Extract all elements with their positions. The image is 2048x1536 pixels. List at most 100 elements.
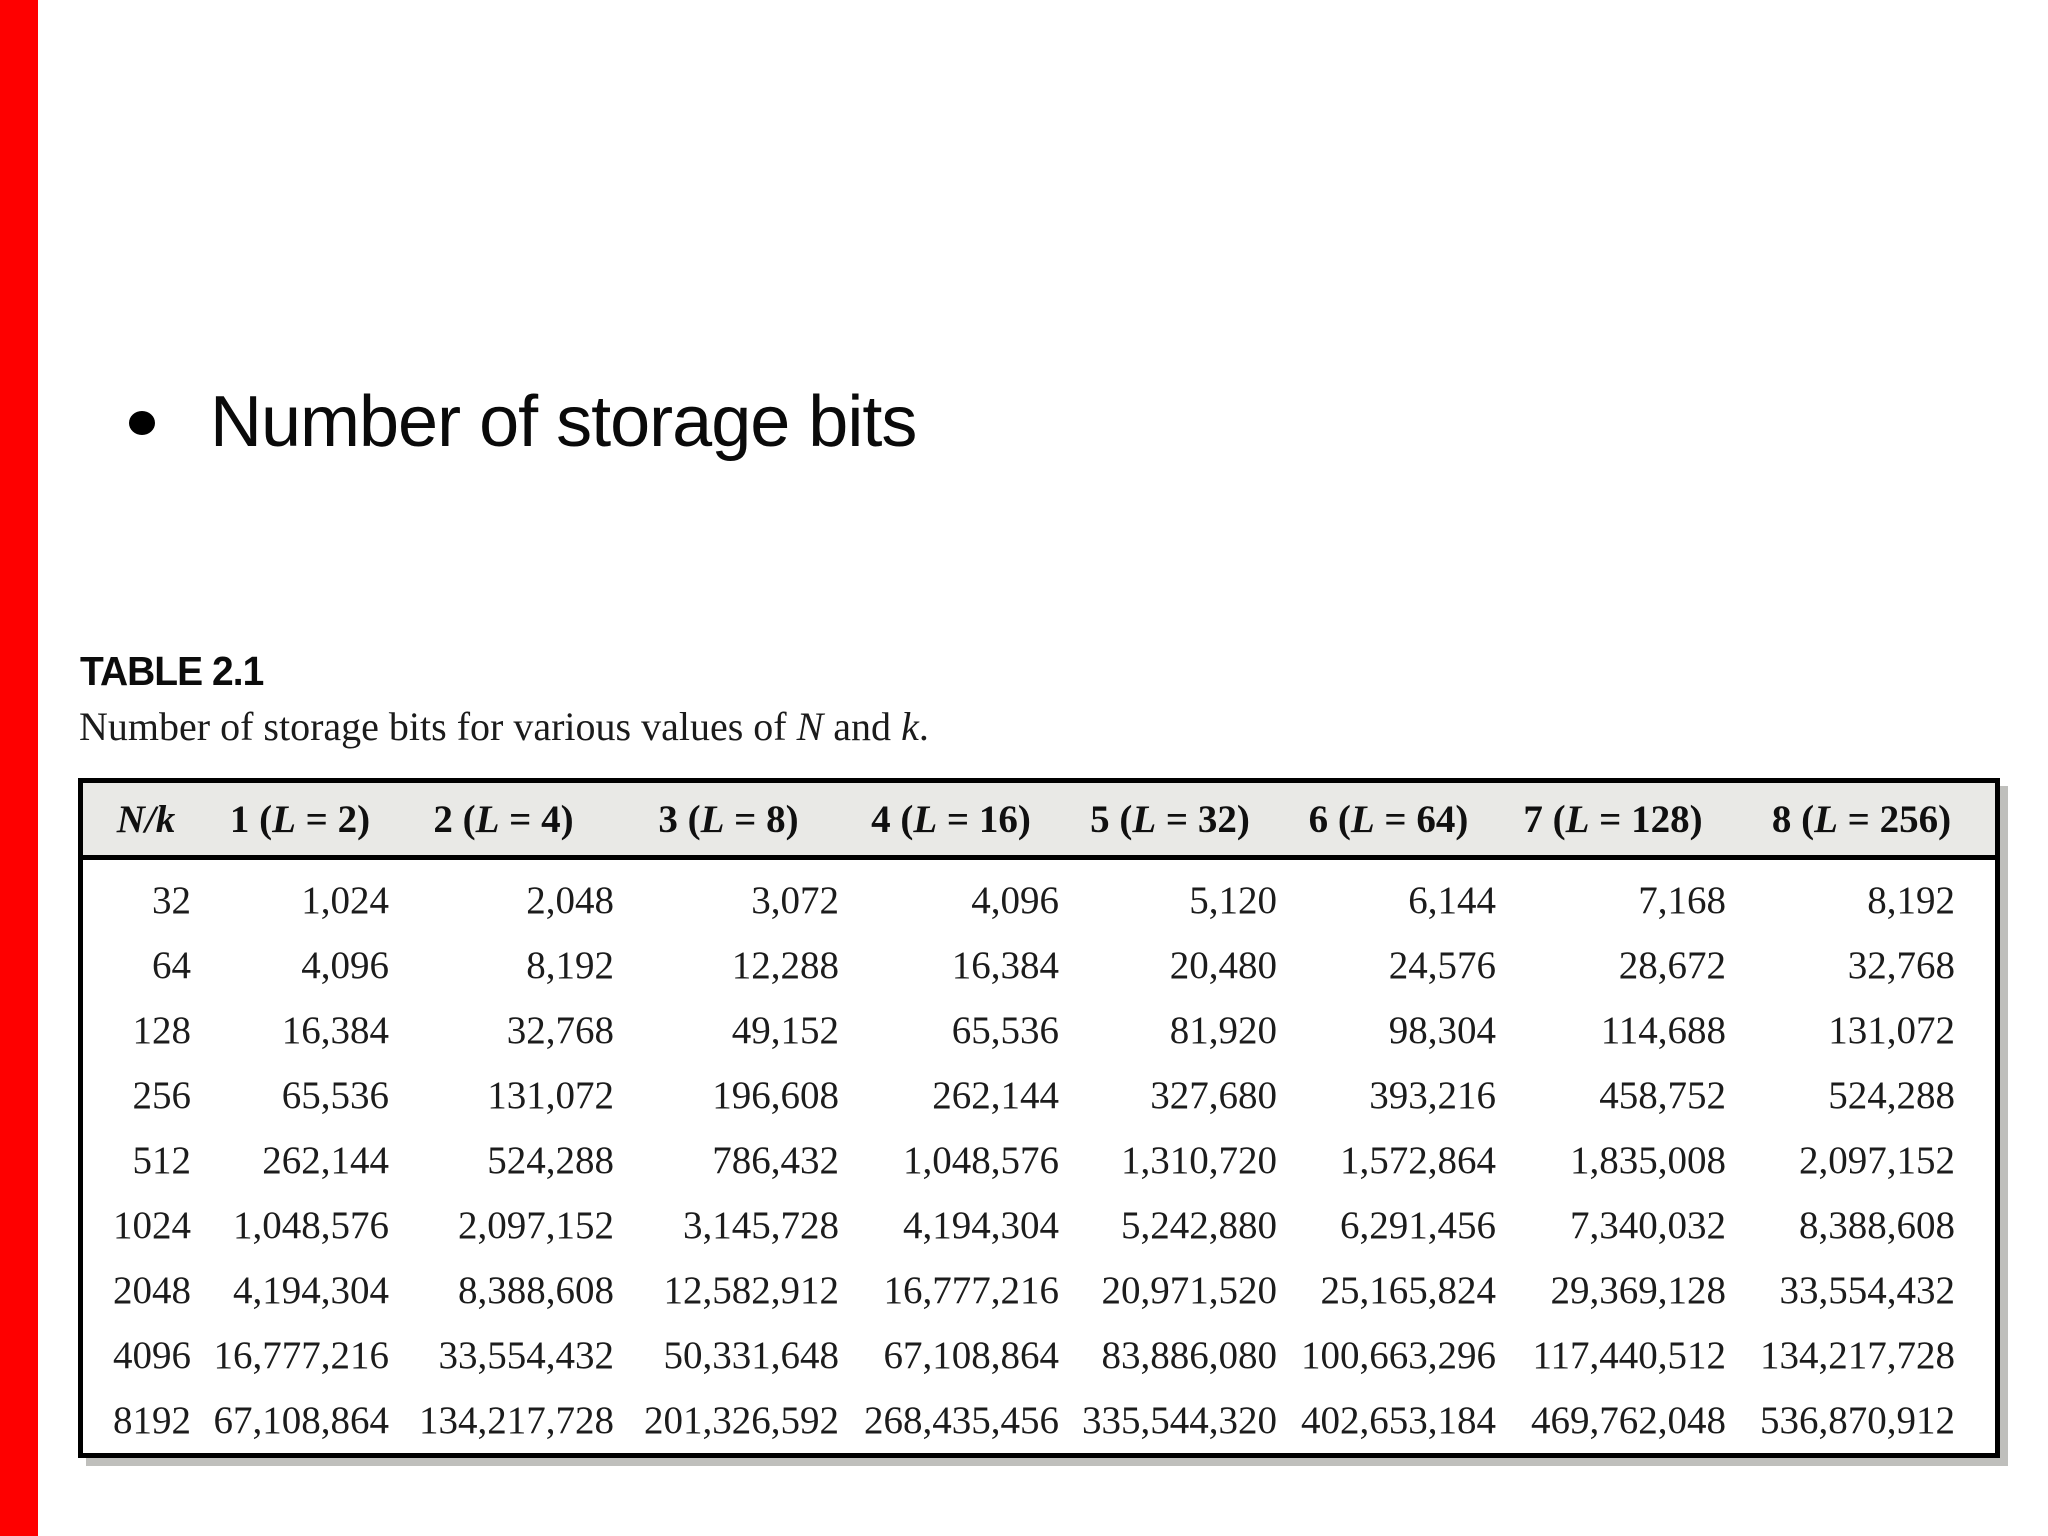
table-cell: 16,384 <box>281 1009 389 1052</box>
column-header: 5 (L = 32) <box>1061 783 1279 860</box>
table-cell: 83,886,080 <box>1101 1334 1278 1377</box>
table-cell: 268,435,456 <box>864 1399 1059 1442</box>
bullet-marker <box>129 411 155 435</box>
table-cell: 67,108,864 <box>213 1399 390 1442</box>
column-header: 7 (L = 128) <box>1498 783 1728 860</box>
table-cell: 469,762,048 <box>1531 1399 1726 1442</box>
row-header-n: 256 <box>132 1074 192 1117</box>
caption-text: Number of storage bits for various value… <box>79 704 797 749</box>
column-header: 1 (L = 2) <box>209 783 391 860</box>
table-cell: 8,388,608 <box>458 1269 614 1312</box>
table-cell: 50,331,648 <box>663 1334 840 1377</box>
storage-bits-table: N/k 1 (L = 2) 2 (L = 4) 3 (L = 8) 4 (L = 16… <box>78 778 2000 1458</box>
row-header-n: 1024 <box>113 1204 191 1247</box>
table-cell: 16,384 <box>951 944 1059 987</box>
table-cell: 131,072 <box>487 1074 614 1117</box>
table-cell: 65,536 <box>281 1074 389 1117</box>
table-cell: 25,165,824 <box>1320 1269 1497 1312</box>
row-header-n: 512 <box>132 1139 192 1182</box>
table-row: 128 16,384 32,768 49,152 65,536 81,920 98,304 1… <box>83 998 1995 1063</box>
table-cell: 117,440,512 <box>1532 1334 1726 1377</box>
table-row: 32 1,024 2,048 3,072 4,096 5,120 6,144 7,168 8,1… <box>83 858 1995 934</box>
table-cell: 67,108,864 <box>883 1334 1060 1377</box>
table-cell: 32,768 <box>1847 944 1955 987</box>
table-cell: 24,576 <box>1388 944 1496 987</box>
row-header-n: 2048 <box>113 1269 191 1312</box>
table-row: 64 4,096 8,192 12,288 16,384 20,480 24,576 28,6… <box>83 933 1995 998</box>
table-cell: 33,554,432 <box>1779 1269 1956 1312</box>
table-cell: 335,544,320 <box>1082 1399 1277 1442</box>
table-cell: 7,168 <box>1638 879 1726 922</box>
bullet-item: Number of storage bits <box>129 382 917 462</box>
table-cell: 2,048 <box>526 879 614 922</box>
table-row: 256 65,536 131,072 196,608 262,144 327,680 393… <box>83 1063 1995 1128</box>
table-cell: 536,870,912 <box>1760 1399 1955 1442</box>
table-cell: 65,536 <box>951 1009 1059 1052</box>
table-row: 512 262,144 524,288 786,432 1,048,576 1,310,7… <box>83 1128 1995 1193</box>
table-cell: 402,653,184 <box>1301 1399 1496 1442</box>
table-cell: 262,144 <box>262 1139 389 1182</box>
table-cell: 28,672 <box>1618 944 1726 987</box>
table-cell: 6,144 <box>1408 879 1496 922</box>
table-caption: Number of storage bits for various value… <box>79 703 929 750</box>
table-cell: 131,072 <box>1828 1009 1955 1052</box>
table-cell: 524,288 <box>1828 1074 1955 1117</box>
table-cell: 8,192 <box>526 944 614 987</box>
row-header-n: 4096 <box>113 1334 191 1377</box>
table-cell: 16,777,216 <box>213 1334 390 1377</box>
table-cell: 786,432 <box>712 1139 839 1182</box>
table-header-row: N/k 1 (L = 2) 2 (L = 4) 3 (L = 8) 4 (L = 16… <box>83 783 1995 860</box>
table-cell: 393,216 <box>1369 1074 1496 1117</box>
table-cell: 4,194,304 <box>903 1204 1059 1247</box>
table-cell: 8,388,608 <box>1799 1204 1955 1247</box>
table-cell: 4,096 <box>971 879 1059 922</box>
table-cell: 201,326,592 <box>644 1399 839 1442</box>
table-cell: 2,097,152 <box>458 1204 614 1247</box>
table-cell: 12,288 <box>731 944 839 987</box>
table-cell: 4,194,304 <box>233 1269 389 1312</box>
row-header-n: 64 <box>152 944 191 987</box>
caption-variable-n: N <box>796 704 824 749</box>
slide-accent-bar <box>0 0 38 1536</box>
table-cell: 196,608 <box>712 1074 839 1117</box>
row-header-n: 128 <box>132 1009 192 1052</box>
table-cell: 29,369,128 <box>1550 1269 1727 1312</box>
table-corner-header: N/k <box>83 783 209 860</box>
slide-title: Number of storage bits <box>210 382 917 462</box>
table-cell: 33,554,432 <box>438 1334 615 1377</box>
caption-text-mid: and <box>823 704 902 749</box>
table-cell: 16,777,216 <box>883 1269 1060 1312</box>
table-cell: 524,288 <box>487 1139 614 1182</box>
caption-variable-k: k <box>901 704 919 749</box>
table-cell: 4,096 <box>301 944 389 987</box>
table-cell: 98,304 <box>1388 1009 1496 1052</box>
row-header-n: 32 <box>152 879 191 922</box>
table-cell: 1,310,720 <box>1121 1139 1277 1182</box>
table-row: 2048 4,194,304 8,388,608 12,582,912 16,777,2… <box>83 1258 1995 1323</box>
table-cell: 1,024 <box>301 879 389 922</box>
table-cell: 262,144 <box>932 1074 1059 1117</box>
column-header: 6 (L = 64) <box>1279 783 1498 860</box>
table-cell: 134,217,728 <box>1760 1334 1955 1377</box>
table-cell: 458,752 <box>1599 1074 1726 1117</box>
table-cell: 1,835,008 <box>1570 1139 1726 1182</box>
column-header: 4 (L = 16) <box>841 783 1061 860</box>
table-cell: 5,242,880 <box>1121 1204 1277 1247</box>
table-cell: 7,340,032 <box>1570 1204 1726 1247</box>
table-row: 8192 67,108,864 134,217,728 201,326,592 268,… <box>83 1388 1995 1453</box>
column-header: 3 (L = 8) <box>616 783 841 860</box>
table-cell: 114,688 <box>1600 1009 1726 1052</box>
row-header-n: 8192 <box>113 1399 191 1442</box>
table-cell: 1,572,864 <box>1340 1139 1496 1182</box>
table-cell: 1,048,576 <box>233 1204 389 1247</box>
table-cell: 3,072 <box>751 879 839 922</box>
table-cell: 8,192 <box>1867 879 1955 922</box>
table-cell: 32,768 <box>506 1009 614 1052</box>
column-header: 8 (L = 256) <box>1728 783 1995 860</box>
table-cell: 327,680 <box>1150 1074 1277 1117</box>
data-table: N/k 1 (L = 2) 2 (L = 4) 3 (L = 8) 4 (L = 16… <box>83 783 1995 1453</box>
table-cell: 3,145,728 <box>683 1204 839 1247</box>
table-cell: 134,217,728 <box>419 1399 614 1442</box>
table-cell: 49,152 <box>731 1009 839 1052</box>
